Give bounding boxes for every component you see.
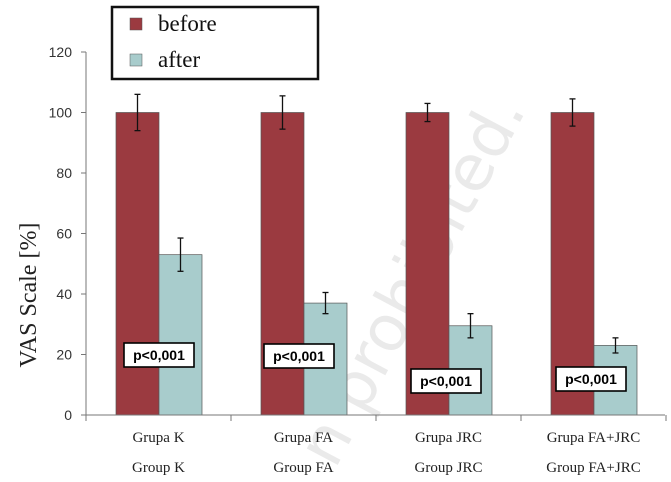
category-label-en: Group FA — [273, 460, 333, 476]
p-value-label: p<0,001 — [420, 373, 472, 389]
legend-box — [110, 5, 320, 81]
legend-swatch-after — [129, 53, 143, 67]
category-label-pl: Grupa FA+JRC — [547, 430, 641, 446]
y-tick-label: 120 — [49, 44, 73, 60]
y-axis: 0 20 40 60 80 100 120 — [49, 44, 87, 423]
category-label-en: Group K — [132, 460, 185, 476]
y-tick-label: 20 — [56, 347, 72, 363]
y-tick-label: 0 — [64, 407, 72, 423]
legend: before after — [110, 5, 320, 81]
legend-label-before: before — [158, 11, 217, 36]
p-value-box — [410, 368, 482, 394]
bar-before — [550, 112, 595, 416]
bar-before — [260, 112, 305, 416]
category-label-pl: Grupa FA — [274, 430, 333, 446]
p-value-box — [263, 343, 335, 369]
p-value-annotations: p<0,001 p<0,001 p<0,001 p<0,001 — [123, 342, 627, 394]
bar-after — [158, 254, 203, 416]
y-tick-label: 60 — [56, 226, 72, 242]
y-tick-label: 40 — [56, 286, 72, 302]
p-value-box — [555, 366, 627, 392]
bar-before — [115, 112, 160, 416]
p-value-label: p<0,001 — [133, 347, 185, 363]
y-axis-label: VAS Scale [%] — [16, 223, 42, 368]
p-value-label: p<0,001 — [273, 348, 325, 364]
category-label-pl: Grupa JRC — [415, 430, 482, 446]
y-tick-label: 100 — [49, 105, 73, 121]
category-label-pl: Grupa K — [132, 430, 184, 446]
y-tick-label: 80 — [56, 165, 72, 181]
legend-swatch-before — [129, 17, 143, 31]
p-value-label: p<0,001 — [565, 371, 617, 387]
category-label-en: Group JRC — [415, 460, 483, 476]
p-value-box — [123, 342, 195, 368]
category-label-en: Group FA+JRC — [546, 460, 640, 476]
legend-label-after: after — [158, 47, 200, 72]
bar-before — [405, 112, 450, 416]
x-axis: Grupa K Group K Grupa FA Group FA Grupa JRC G… — [85, 414, 667, 476]
